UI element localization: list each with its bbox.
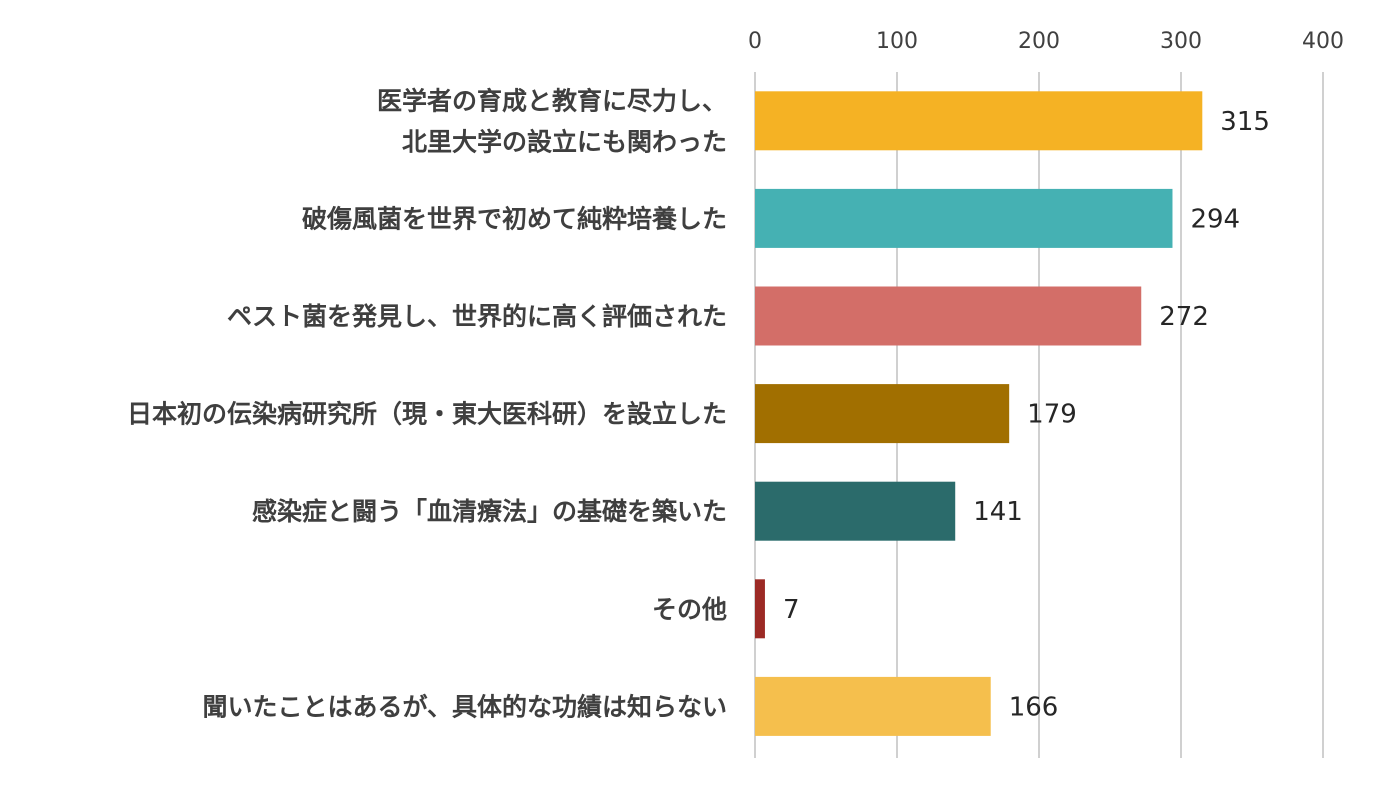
bar-2: [755, 286, 1142, 346]
category-labels: 医学者の育成と教育に尽力し、北里大学の設立にも関わった破傷風菌を世界で初めて純粋…: [127, 86, 727, 721]
category-label-3: 日本初の伝染病研究所（現・東大医科研）を設立した: [127, 400, 727, 429]
x-tick-label-300: 300: [1160, 29, 1202, 54]
category-label-5: その他: [652, 595, 727, 624]
bar-1: [755, 188, 1173, 248]
x-tick-label-100: 100: [876, 29, 918, 54]
data-label-6: 166: [1009, 692, 1059, 722]
data-label-3: 179: [1027, 400, 1077, 430]
data-label-1: 294: [1190, 204, 1240, 234]
data-label-0: 315: [1220, 107, 1270, 137]
data-label-5: 7: [783, 595, 800, 625]
category-label-2: ペスト菌を発見し、世界的に高く評価された: [227, 302, 727, 331]
data-label-2: 272: [1159, 302, 1209, 332]
category-label-6: 聞いたことはあるが、具体的な功績は知らない: [202, 692, 727, 721]
x-tick-label-0: 0: [748, 29, 762, 54]
bar-5: [755, 579, 765, 639]
bars: [755, 91, 1203, 736]
bar-3: [755, 384, 1010, 444]
x-tick-label-200: 200: [1018, 29, 1060, 54]
x-tick-label-400: 400: [1302, 29, 1344, 54]
category-label-1: 破傷風菌を世界で初めて純粋培養した: [302, 204, 727, 233]
gridlines: [754, 72, 1324, 758]
bar-6: [755, 676, 991, 736]
category-label-0-line-0: 医学者の育成と教育に尽力し、: [377, 86, 727, 115]
data-labels: 315 294 272 179 141 7 166: [783, 107, 1270, 723]
category-label-4: 感染症と闘う「血清療法」の基礎を築いた: [252, 497, 727, 526]
data-label-4: 141: [973, 497, 1023, 527]
category-label-0-line-1: 北里大学の設立にも関わった: [402, 127, 727, 156]
bar-0: [755, 91, 1203, 151]
x-axis-ticks: 0 100 200 300 400: [748, 29, 1344, 54]
bar-4: [755, 481, 956, 541]
